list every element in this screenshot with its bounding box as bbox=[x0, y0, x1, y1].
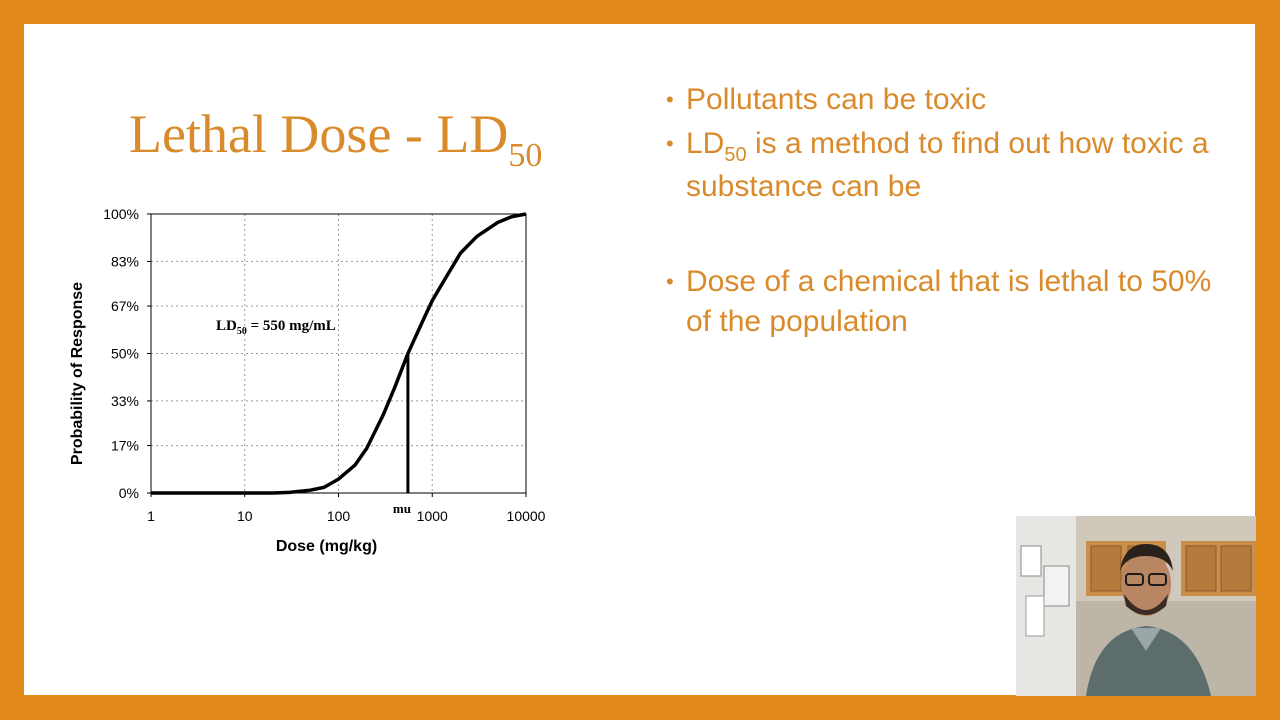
bullet-item: • Dose of a chemical that is lethal to 5… bbox=[666, 262, 1226, 342]
ld50-annotation-prefix: LD bbox=[216, 318, 237, 334]
slide-title: Lethal Dose - LD50 bbox=[129, 104, 543, 174]
x-axis-label: Dose (mg/kg) bbox=[276, 538, 377, 555]
y-tick-label: 33% bbox=[111, 393, 139, 409]
bullet-prefix: LD bbox=[686, 127, 725, 160]
bullet-text: Dose of a chemical that is lethal to 50%… bbox=[686, 265, 1212, 338]
slide-title-main: Lethal Dose - LD bbox=[129, 104, 509, 164]
presenter-video-frame bbox=[1016, 516, 1256, 696]
y-axis-label: Probability of Response bbox=[69, 282, 86, 465]
y-tick-label: 100% bbox=[103, 206, 139, 222]
bullet-dot-icon: • bbox=[666, 269, 674, 294]
bullet-text: is a method to find out how toxic a subs… bbox=[686, 127, 1209, 203]
bullet-dot-icon: • bbox=[666, 131, 674, 156]
chart-grid bbox=[151, 214, 526, 493]
y-tick-label: 17% bbox=[111, 438, 139, 454]
ld50-annotation: LD50 = 550 mg/mL bbox=[216, 318, 336, 337]
x-tick-label: 1 bbox=[147, 508, 155, 524]
x-tick-label: 10000 bbox=[507, 508, 546, 524]
x-tick-label: 100 bbox=[327, 508, 351, 524]
slide: Lethal Dose - LD50 1 10 100 1000 10000 0% 17% 3… bbox=[24, 24, 1255, 695]
y-tick-label: 83% bbox=[111, 253, 139, 269]
ld50-annotation-subscript: 50 bbox=[237, 326, 247, 337]
x-tick-label: 10 bbox=[237, 508, 253, 524]
x-tick-label: 1000 bbox=[417, 508, 448, 524]
chart-ticks: 1 10 100 1000 10000 0% 17% 33% 50% 67% 83% 100% bbox=[103, 206, 545, 524]
bullet-item: • Pollutants can be toxic bbox=[666, 80, 1226, 120]
bullet-list: • Pollutants can be toxic • LD50 is a me… bbox=[666, 80, 1226, 342]
bullet-dot-icon: • bbox=[666, 87, 674, 112]
bullet-text: Pollutants can be toxic bbox=[686, 83, 987, 116]
dose-response-curve bbox=[151, 212, 527, 495]
bullet-item: • LD50 is a method to find out how toxic… bbox=[666, 124, 1226, 207]
bullet-subscript: 50 bbox=[724, 144, 747, 166]
y-tick-label: 0% bbox=[119, 485, 139, 501]
y-tick-label: 50% bbox=[111, 346, 139, 362]
presenter-webcam-video bbox=[1016, 516, 1256, 696]
y-tick-label: 67% bbox=[111, 298, 139, 314]
ld50-marker-label: mu bbox=[393, 501, 411, 516]
slide-title-subscript: 50 bbox=[508, 137, 543, 174]
ld50-annotation-text: = 550 mg/mL bbox=[247, 318, 336, 334]
